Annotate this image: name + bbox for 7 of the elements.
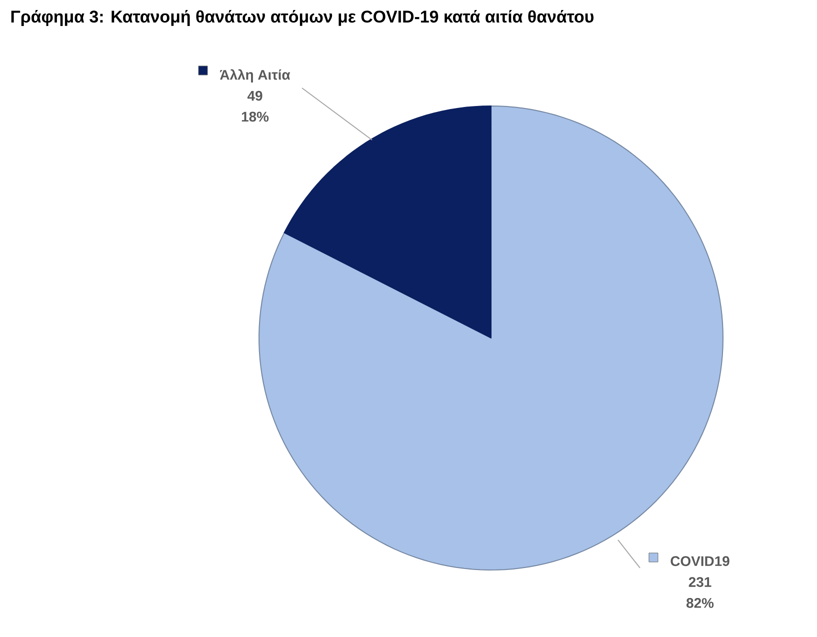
- legend-label: COVID19: [670, 556, 730, 566]
- chart-title: Γράφημα 3: Κατανομή θανάτων ατόμων με COVID-19 κατά αιτία θανάτου: [11, 10, 594, 26]
- data-label: 231: [688, 577, 712, 587]
- legend-label: Άλλη Αιτία: [220, 69, 290, 83]
- text: 82%: [686, 598, 714, 608]
- text: 18%: [242, 112, 269, 122]
- data-label: 49: [247, 90, 262, 101]
